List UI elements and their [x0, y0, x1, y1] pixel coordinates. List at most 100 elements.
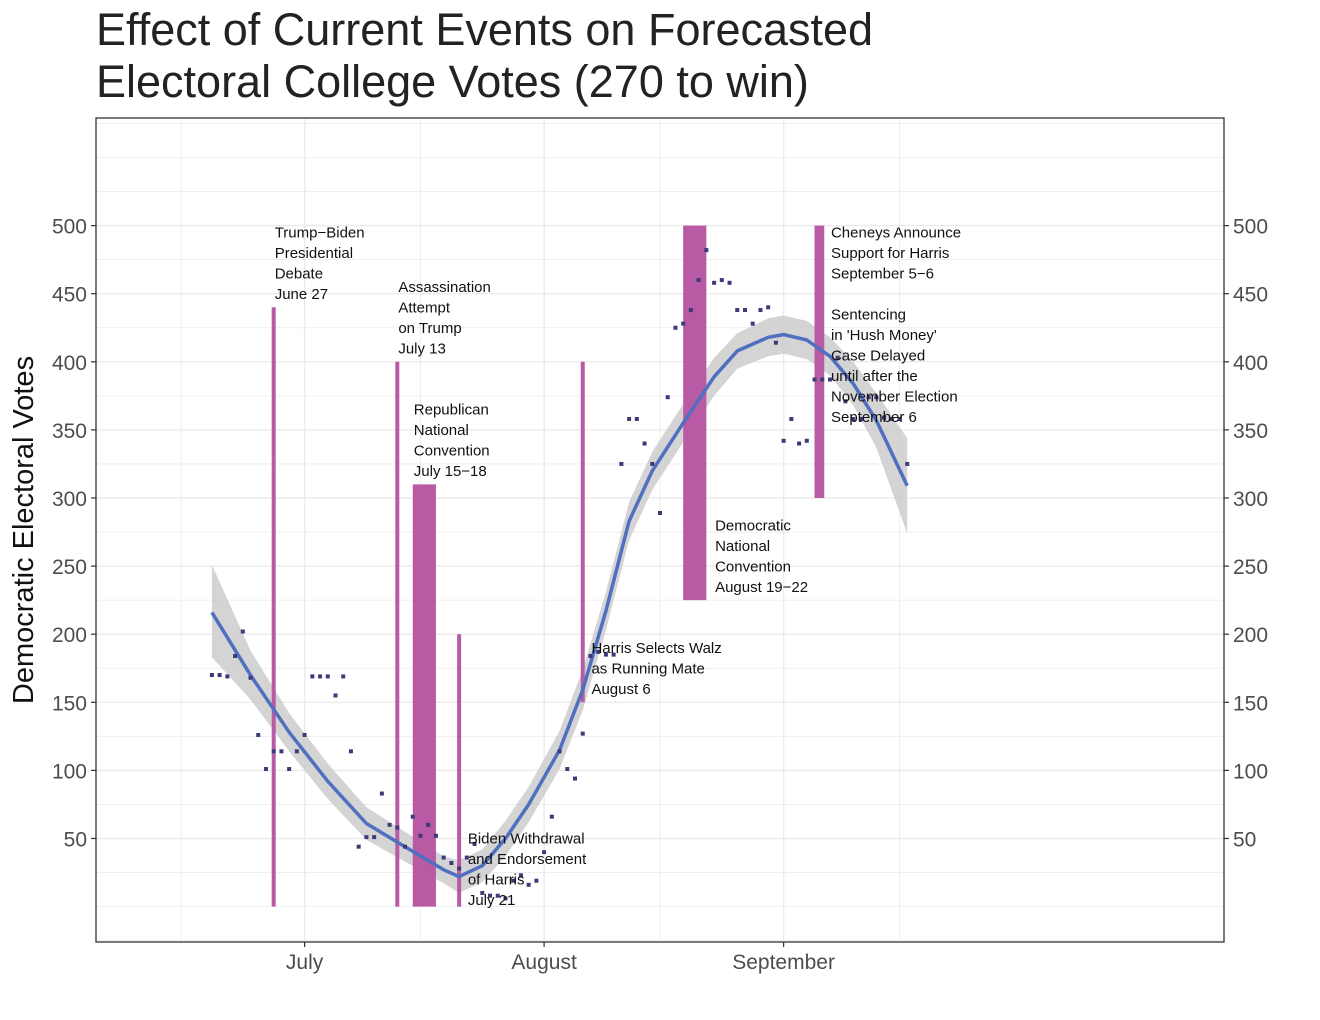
- event-label-line: Convention: [715, 558, 791, 575]
- data-point: [287, 767, 292, 772]
- data-point: [688, 308, 693, 313]
- data-point: [263, 767, 268, 772]
- event-label-line: November Election: [831, 388, 958, 405]
- data-point: [851, 416, 856, 421]
- y-tick-label-left: 100: [52, 760, 87, 783]
- y-tick-label-right: 150: [1233, 692, 1268, 715]
- data-point: [611, 652, 616, 657]
- data-point: [410, 814, 415, 819]
- y-tick-label-left: 350: [52, 420, 87, 443]
- event-label-line: Harris Selects Walz: [591, 640, 721, 657]
- smoothed-trend-line: [210, 332, 909, 879]
- data-point: [209, 673, 214, 678]
- data-point: [781, 438, 786, 443]
- data-point: [797, 441, 802, 446]
- data-point: [557, 749, 562, 754]
- data-point: [542, 850, 547, 855]
- event-label-line: Convention: [414, 443, 490, 460]
- y-tick-label-left: 400: [52, 352, 87, 375]
- event-label-line: July 15−18: [414, 463, 487, 480]
- event-label-line: National: [715, 538, 770, 555]
- x-tick-label: September: [732, 951, 835, 974]
- event-label-line: Cheneys Announce: [831, 225, 961, 242]
- event-label-line: August 6: [591, 681, 650, 698]
- panel-border: [95, 117, 1225, 943]
- event-label-line: National: [414, 422, 469, 439]
- y-tick-label-right: 50: [1233, 828, 1256, 851]
- confidence-ribbon: [211, 315, 908, 893]
- data-points: [209, 248, 910, 901]
- data-point: [325, 674, 330, 679]
- y-tick-label-right: 400: [1233, 352, 1268, 375]
- data-point: [526, 882, 531, 887]
- data-point: [712, 280, 717, 285]
- event-label-line: in 'Hush Money': [831, 327, 937, 344]
- event-label-line: July 21: [468, 892, 516, 909]
- event-label: Cheneys Announce Support for Harris Septem…: [831, 225, 961, 283]
- data-point: [835, 355, 840, 360]
- axes: 50 50 100 100 150 150 200 200 250 250 300 300 350 350…: [8, 216, 1268, 974]
- data-point: [866, 395, 871, 400]
- data-point: [565, 767, 570, 772]
- data-point: [248, 675, 253, 680]
- data-point: [727, 280, 732, 285]
- event-label-line: Trump−Biden: [275, 225, 365, 242]
- y-tick-label-left: 200: [52, 624, 87, 647]
- event-label-line: September 6: [831, 409, 917, 426]
- y-tick-label-right: 200: [1233, 624, 1268, 647]
- data-point: [341, 674, 346, 679]
- data-point: [619, 461, 624, 466]
- data-point: [897, 416, 902, 421]
- data-point: [457, 866, 462, 871]
- y-axis-label: Democratic Electoral Votes: [8, 356, 40, 704]
- event-label-line: Case Delayed: [831, 347, 925, 364]
- event-bar: [395, 361, 400, 907]
- data-point: [789, 416, 794, 421]
- data-point: [588, 653, 593, 658]
- event-label-line: until after the: [831, 368, 918, 385]
- data-point: [681, 321, 686, 326]
- event-label-line: June 27: [275, 286, 328, 303]
- data-point: [858, 416, 863, 421]
- data-point: [271, 749, 276, 754]
- event-label-line: September 5−6: [831, 266, 934, 283]
- event-label-line: August 19−22: [715, 579, 808, 596]
- event-label-line: Assassination: [398, 279, 491, 296]
- y-tick-label-left: 450: [52, 284, 87, 307]
- data-point: [480, 890, 485, 895]
- data-point: [302, 732, 307, 737]
- y-tick-label-left: 300: [52, 488, 87, 511]
- data-point: [426, 822, 431, 827]
- event-bars: [271, 225, 825, 907]
- data-point: [364, 835, 369, 840]
- data-point: [874, 395, 879, 400]
- chart-title: Effect of Current Events on Forecasted E…: [96, 4, 873, 108]
- data-point: [464, 855, 469, 860]
- trend-line: [210, 332, 909, 879]
- y-tick-label-left: 150: [52, 692, 87, 715]
- data-point: [418, 833, 423, 838]
- data-point: [642, 441, 647, 446]
- data-point: [403, 844, 408, 849]
- data-point: [889, 416, 894, 421]
- data-point: [387, 822, 392, 827]
- event-bar: [457, 634, 462, 907]
- data-point: [658, 510, 662, 515]
- data-point: [503, 896, 508, 901]
- data-point: [882, 415, 887, 420]
- event-bar: [271, 307, 276, 907]
- data-point: [225, 674, 230, 679]
- event-label-line: and Endorsement: [468, 851, 587, 868]
- y-tick-label-right: 350: [1233, 420, 1268, 443]
- data-point: [472, 841, 477, 846]
- data-point: [573, 776, 578, 781]
- event-label: Biden Withdrawal and Endorsement of Harris…: [468, 831, 587, 910]
- data-point: [758, 308, 763, 313]
- data-point: [356, 844, 361, 849]
- data-point: [217, 673, 222, 678]
- data-point: [518, 873, 523, 878]
- data-point: [580, 731, 585, 736]
- event-label-line: Democratic: [715, 517, 791, 534]
- x-tick-label: July: [286, 951, 324, 974]
